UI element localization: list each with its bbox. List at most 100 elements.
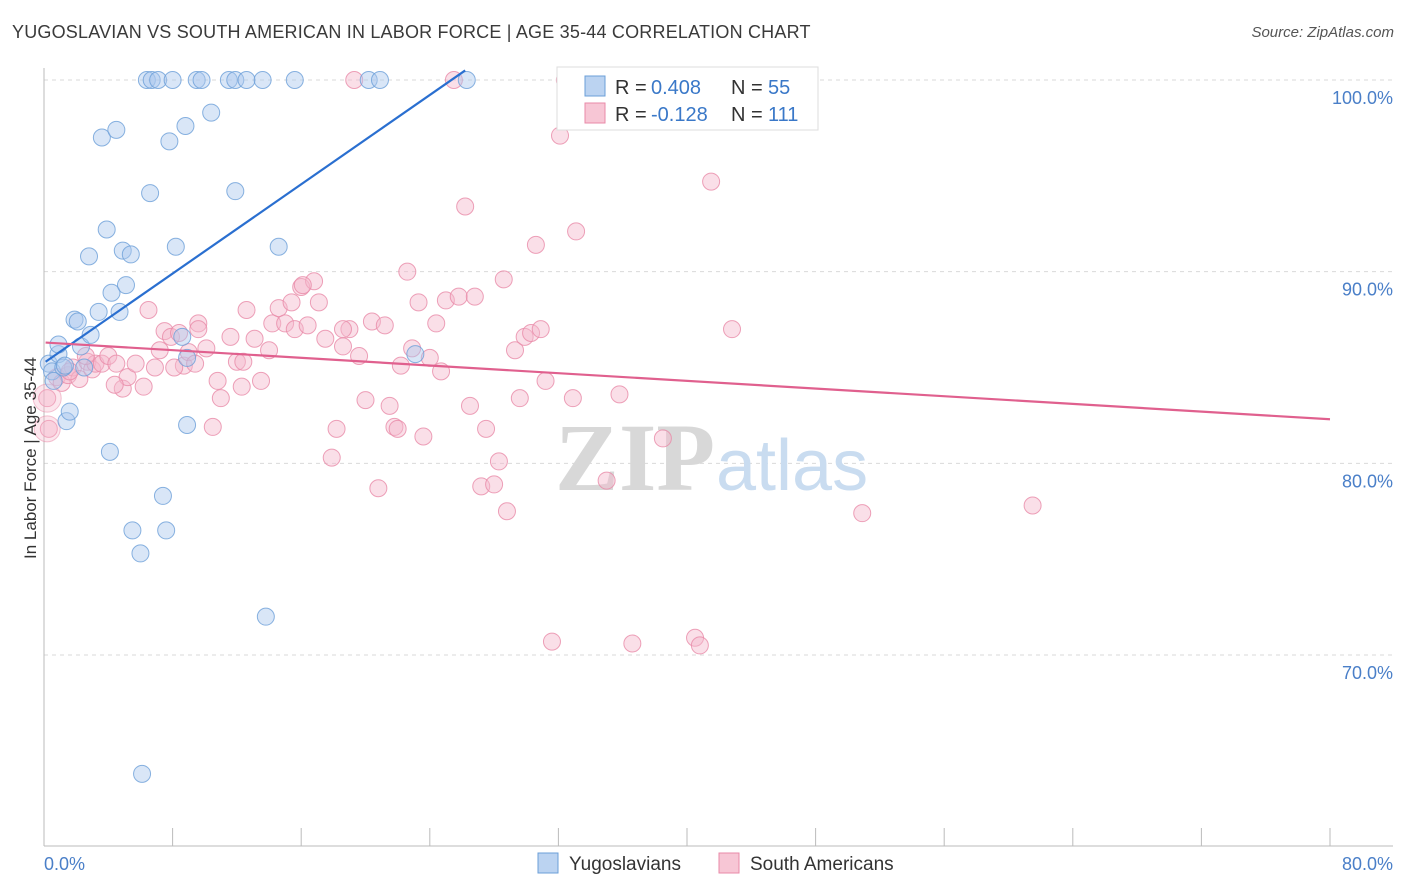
data-point — [356, 391, 375, 410]
data-point — [414, 427, 433, 446]
data-point — [89, 302, 108, 321]
legend-swatch-yugoslavians — [584, 75, 606, 97]
data-point — [370, 71, 389, 89]
data-point — [75, 358, 94, 377]
data-point — [505, 341, 524, 360]
series-yugoslavians — [39, 71, 476, 783]
data-point — [298, 316, 317, 335]
data-point — [60, 402, 79, 421]
data-point — [142, 71, 161, 89]
y-axis-title: In Labor Force | Age 35-44 — [21, 357, 40, 559]
data-point — [536, 371, 555, 390]
data-point — [178, 348, 197, 367]
legend-r-label-1: R = — [615, 77, 647, 99]
data-point — [340, 320, 359, 339]
data-point — [55, 356, 74, 375]
data-point — [333, 337, 352, 356]
data-point — [107, 354, 126, 373]
data-point — [145, 358, 164, 377]
y-tick-label: 80.0% — [1342, 471, 1393, 491]
data-point — [477, 419, 496, 438]
data-point — [316, 329, 335, 348]
data-point — [139, 301, 158, 319]
data-point — [610, 385, 629, 404]
data-point — [100, 442, 119, 461]
data-point — [245, 329, 264, 348]
data-point — [252, 371, 271, 390]
legend-swatch-south-americans — [584, 102, 606, 124]
data-point — [133, 764, 152, 783]
legend-r-value-2: -0.128 — [651, 104, 708, 126]
data-point — [456, 197, 475, 216]
y-tick-labels: 70.0% 80.0% 90.0% 100.0% — [1332, 88, 1393, 683]
data-point — [327, 419, 346, 438]
legend-n-value-2: 111 — [768, 104, 798, 126]
y-tick-label: 70.0% — [1342, 663, 1393, 683]
data-point — [309, 293, 328, 312]
data-point — [187, 71, 206, 89]
data-point — [38, 389, 57, 408]
data-point — [1023, 496, 1042, 515]
data-point — [853, 504, 872, 523]
data-point — [189, 320, 208, 339]
trend-line — [44, 69, 466, 363]
bottom-legend-label-south-americans: South Americans — [750, 854, 894, 875]
data-point — [126, 354, 145, 373]
data-point — [68, 312, 87, 331]
data-point — [293, 276, 312, 295]
data-point — [208, 371, 227, 390]
data-point — [134, 377, 153, 396]
data-point — [345, 71, 364, 89]
x-tick-label: 0.0% — [44, 854, 85, 874]
data-point — [92, 354, 111, 373]
data-point — [409, 293, 428, 312]
data-point — [131, 544, 150, 563]
x-tick-label: 80.0% — [1342, 854, 1393, 874]
data-point — [531, 320, 550, 339]
data-point — [497, 502, 516, 521]
bottom-legend-swatch-yugoslavians — [537, 852, 559, 874]
data-point — [256, 607, 275, 626]
data-point — [163, 71, 182, 89]
data-point — [203, 417, 222, 436]
data-point — [653, 429, 672, 448]
data-point — [702, 172, 721, 191]
data-point — [623, 634, 642, 653]
data-point — [282, 293, 301, 312]
legend-r-value-1: 0.408 — [651, 77, 701, 99]
data-point — [157, 521, 176, 540]
data-point — [597, 471, 616, 490]
correlation-legend: R = 0.408 N = 55 R = -0.128 N = 111 — [556, 66, 819, 131]
data-point — [263, 314, 282, 333]
trend-line — [45, 341, 1331, 421]
data-point — [92, 128, 111, 147]
data-point — [398, 262, 417, 281]
data-point — [178, 416, 197, 434]
data-point — [116, 276, 135, 295]
y-tick-label: 100.0% — [1332, 88, 1393, 108]
data-point — [81, 325, 100, 344]
data-point — [567, 222, 586, 241]
data-point — [369, 479, 388, 498]
x-tick-labels: 0.0% 80.0% — [44, 854, 1393, 874]
data-point — [388, 419, 407, 438]
data-point — [285, 71, 304, 89]
data-point — [153, 486, 172, 505]
data-point — [510, 389, 529, 408]
watermark: ZIP atlas — [555, 404, 868, 511]
data-point — [427, 314, 446, 333]
data-point — [211, 389, 230, 408]
data-point — [526, 235, 545, 254]
data-point — [173, 327, 192, 346]
data-point — [141, 184, 160, 203]
data-point — [57, 412, 76, 431]
data-point — [260, 341, 279, 360]
series-legend: Yugoslavians South Americans — [537, 852, 894, 875]
bottom-legend-swatch-south-americans — [718, 852, 740, 874]
chart-title: YUGOSLAVIAN VS SOUTH AMERICAN IN LABOR F… — [12, 22, 811, 42]
watermark-atlas: atlas — [716, 426, 868, 506]
data-point — [165, 358, 184, 377]
data-point — [253, 71, 272, 89]
data-point — [189, 314, 208, 333]
